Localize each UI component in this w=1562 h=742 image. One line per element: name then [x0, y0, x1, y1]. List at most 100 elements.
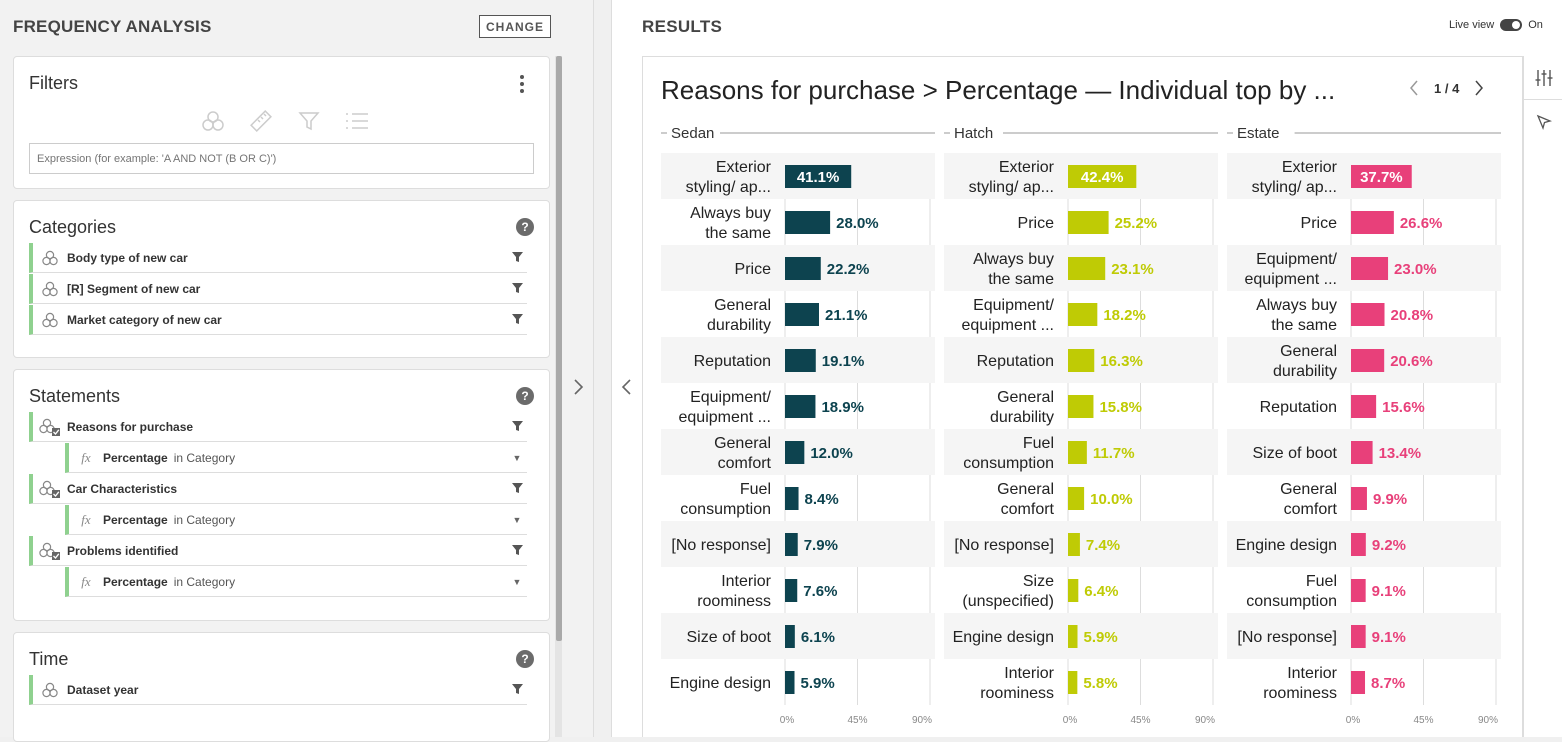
expression-input[interactable]: [29, 143, 534, 174]
category-label: Equipment/equipment ...: [1245, 251, 1338, 288]
category-row[interactable]: Body type of new car: [29, 243, 527, 273]
statement-circles-check-icon: [33, 480, 67, 498]
statement-circles-check-icon: [33, 542, 67, 560]
chevron-down-icon[interactable]: ▼: [512, 576, 522, 587]
tick-label: 45%: [847, 715, 867, 726]
bar: [785, 257, 821, 280]
cursor-icon[interactable]: [1524, 100, 1562, 144]
tick-label: 90%: [1478, 715, 1498, 726]
bar: [1351, 257, 1389, 280]
funnel-icon[interactable]: [295, 107, 323, 135]
row-band: [944, 613, 1218, 659]
chevron-right-icon[interactable]: [1473, 79, 1485, 97]
data-label: 28.0%: [836, 215, 879, 232]
tick-label: 45%: [1413, 715, 1433, 726]
chevron-left-icon[interactable]: [620, 377, 634, 397]
function-label: Percentage: [103, 450, 168, 465]
category-row[interactable]: [R] Segment of new car: [29, 274, 527, 304]
tick-label: 90%: [1195, 715, 1215, 726]
data-label: 6.1%: [801, 629, 835, 646]
filter-icon[interactable]: [507, 545, 527, 556]
function-scope: in Category: [173, 574, 236, 589]
scrollbar-thumb[interactable]: [556, 56, 562, 641]
category-label: Equipment/equipment ...: [962, 297, 1055, 334]
category-label: Price: [1018, 215, 1055, 232]
category-label: Always buy the same: [690, 205, 771, 242]
bar: [1068, 533, 1080, 556]
help-icon[interactable]: ?: [516, 650, 534, 668]
ruler-icon[interactable]: [247, 107, 275, 135]
data-label: 7.6%: [803, 583, 837, 600]
category-label: Market category of new car: [67, 312, 222, 327]
category-label: General comfort: [714, 435, 771, 472]
category-label: General comfort: [1280, 481, 1337, 518]
category-label: [No response]: [1237, 629, 1337, 646]
category-label: Exterior styling/ ap...: [1252, 159, 1338, 196]
category-label: Interior roominess: [1263, 665, 1337, 702]
filter-icon[interactable]: [507, 314, 527, 325]
category-row[interactable]: Market category of new car: [29, 305, 527, 335]
data-label: 21.1%: [825, 307, 868, 324]
chevron-down-icon[interactable]: ▼: [512, 452, 522, 463]
data-label: 20.6%: [1390, 353, 1433, 370]
bar: [1351, 349, 1385, 372]
bar: [785, 349, 816, 372]
statements-card: Statements ? Reasons for purchase fx Per…: [13, 369, 550, 621]
data-label: 42.4%: [1081, 169, 1124, 186]
chart-pager: 1 / 4: [1408, 79, 1485, 97]
filter-icon[interactable]: [507, 283, 527, 294]
statement-label: Problems identified: [67, 543, 179, 558]
data-label: 6.4%: [1084, 583, 1118, 600]
statement-row[interactable]: Reasons for purchase: [29, 412, 527, 442]
bar: [785, 165, 852, 188]
more-options-icon[interactable]: [519, 75, 525, 93]
chevron-down-icon[interactable]: ▼: [512, 514, 522, 525]
category-label: Interior roominess: [980, 665, 1054, 702]
time-row[interactable]: Dataset year: [29, 675, 527, 705]
filter-icon[interactable]: [507, 684, 527, 695]
live-view-toggle[interactable]: [1500, 19, 1523, 31]
filters-title: Filters: [29, 73, 78, 93]
data-label: 18.2%: [1103, 307, 1146, 324]
data-label: 22.2%: [827, 261, 870, 278]
data-label: 12.0%: [810, 445, 853, 462]
chart-frame: Reasons for purchase > Percentage — Indi…: [642, 56, 1523, 737]
category-label: [R] Segment of new car: [67, 281, 201, 296]
data-label: 25.2%: [1115, 215, 1158, 232]
row-band: [944, 521, 1218, 567]
help-icon[interactable]: ?: [516, 218, 534, 236]
bar: [785, 487, 799, 510]
sliders-icon[interactable]: [1524, 56, 1562, 100]
chevron-right-icon[interactable]: [570, 377, 586, 397]
statement-row[interactable]: Car Characteristics: [29, 474, 527, 504]
change-button[interactable]: CHANGE: [479, 15, 551, 38]
statement-function-row[interactable]: fx Percentage in Category ▼: [65, 505, 527, 535]
filter-icon[interactable]: [507, 483, 527, 494]
bar: [1351, 533, 1366, 556]
data-label: 13.4%: [1379, 445, 1422, 462]
list-icon[interactable]: [343, 107, 371, 135]
help-icon[interactable]: ?: [516, 387, 534, 405]
category-label: General durability: [1273, 343, 1337, 380]
statement-row[interactable]: Problems identified: [29, 536, 527, 566]
function-scope: in Category: [173, 512, 236, 527]
function-label: Percentage: [103, 512, 168, 527]
filter-icon[interactable]: [507, 421, 527, 432]
bar: [785, 625, 795, 648]
statement-function-row[interactable]: fx Percentage in Category ▼: [65, 443, 527, 473]
category-circles-icon[interactable]: [199, 107, 227, 135]
data-label: 7.4%: [1086, 537, 1120, 554]
data-label: 8.4%: [805, 491, 839, 508]
bar: [785, 579, 798, 602]
chevron-left-icon[interactable]: [1408, 79, 1420, 97]
bar: [1068, 257, 1106, 280]
filter-icon[interactable]: [507, 252, 527, 263]
bar: [1068, 211, 1109, 234]
function-icon: fx: [81, 449, 91, 465]
tick-label: 0%: [780, 715, 795, 726]
bar: [1351, 165, 1412, 188]
function-label: Percentage: [103, 574, 168, 589]
statement-function-row[interactable]: fx Percentage in Category ▼: [65, 567, 527, 597]
time-title: Time: [29, 649, 69, 669]
category-label: Fuel consumption: [1246, 573, 1337, 610]
